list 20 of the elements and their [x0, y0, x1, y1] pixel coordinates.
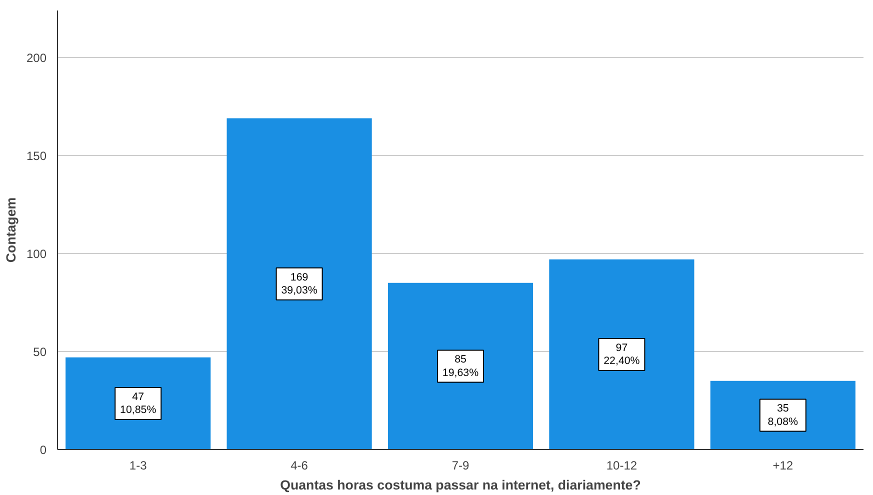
data-label: 85 19,63%: [442, 354, 480, 379]
x-tick-label: 1-3: [129, 458, 148, 472]
data-label: 35 8,08%: [768, 402, 799, 428]
data-label: 169 39,03%: [281, 271, 318, 296]
y-tick-label: 150: [26, 149, 47, 164]
x-tick-label: 7-9: [452, 458, 470, 472]
x-axis-title: Quantas horas costuma passar na internet, diariamente?: [280, 478, 641, 492]
bar: [226, 118, 372, 450]
y-tick-label: 200: [26, 51, 47, 66]
bar: [549, 259, 694, 450]
y-axis-title: Contagem: [3, 197, 18, 263]
data-label: 47 10,85%: [120, 390, 157, 416]
y-tick-label: 50: [33, 345, 47, 360]
data-label: 97 22,40%: [604, 342, 640, 368]
y-tick-label: 0: [40, 443, 47, 457]
bar: [388, 282, 534, 450]
x-tick-label: +12: [772, 458, 794, 472]
x-tick-label: 4-6: [290, 458, 308, 472]
y-tick-label: 100: [26, 247, 47, 262]
x-tick-label: 10-12: [606, 458, 638, 472]
